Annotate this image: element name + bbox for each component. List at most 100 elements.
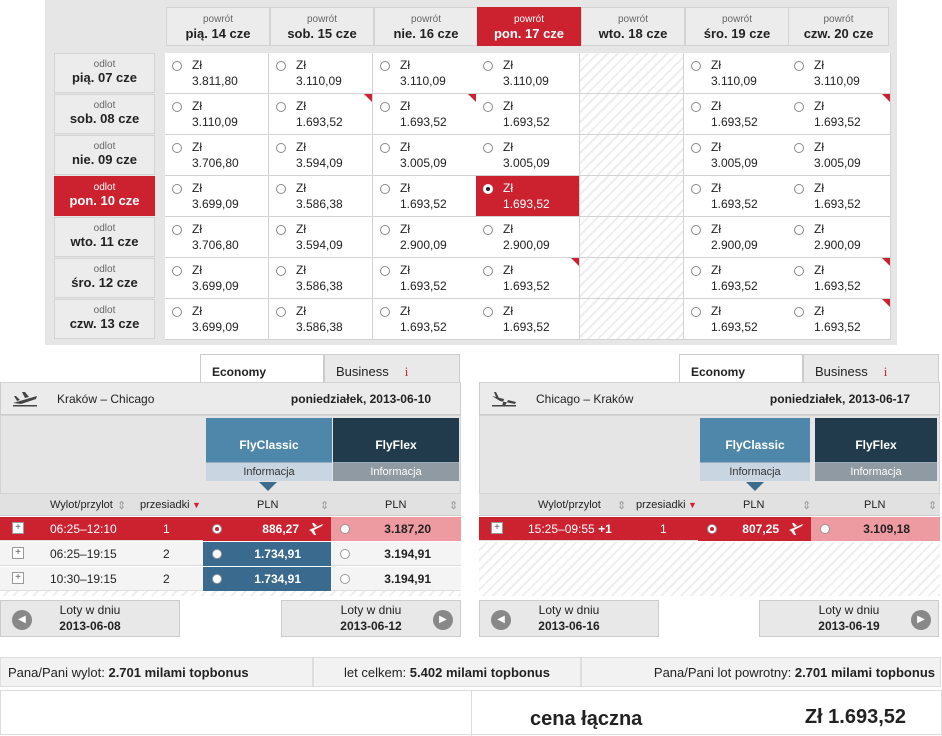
calendar-cell[interactable]: Zł 1.693,52 [269, 94, 373, 135]
calendar-cell[interactable]: Zł 1.693,52 [684, 258, 788, 299]
radio-button[interactable] [172, 307, 182, 317]
calendar-cell[interactable]: Zł 1.693,52 [787, 94, 891, 135]
col-header-pln-classic[interactable]: PLN [743, 499, 765, 511]
calendar-cell[interactable]: Zł 1.693,52 [373, 258, 477, 299]
radio-button[interactable] [340, 574, 350, 584]
radio-button[interactable] [172, 61, 182, 71]
radio-button[interactable] [340, 524, 350, 534]
radio-button[interactable] [276, 225, 286, 235]
classic-price-cell[interactable]: 807,25 [698, 517, 811, 541]
radio-button[interactable] [276, 266, 286, 276]
calendar-cell[interactable]: Zł 3.110,09 [476, 53, 580, 94]
radio-button[interactable] [794, 184, 804, 194]
info-icon[interactable]: i [883, 364, 888, 379]
radio-button[interactable] [483, 61, 493, 71]
radio-button[interactable] [276, 184, 286, 194]
fare-flyclassic[interactable]: FlyClassic Informacja [700, 418, 810, 491]
expand-icon[interactable]: + [12, 522, 24, 534]
radio-button[interactable] [483, 102, 493, 112]
next-day-button[interactable]: ▶ Loty w dniu 2013-06-12 [281, 600, 461, 637]
radio-button[interactable] [172, 143, 182, 153]
calendar-cell[interactable]: Zł 3.005,09 [684, 135, 788, 176]
calendar-cell[interactable]: Zł 2.900,09 [787, 217, 891, 258]
fare-info-link[interactable]: Informacja [815, 462, 937, 481]
sort-icon[interactable]: ⇕ [449, 500, 459, 512]
radio-button[interactable] [691, 307, 701, 317]
calendar-cell[interactable]: Zł 1.693,52 [787, 258, 891, 299]
flight-row[interactable]: +06:25–19:15 2 1.734,91 3.194,91 [0, 542, 461, 566]
radio-button[interactable] [380, 143, 390, 153]
radio-button[interactable] [380, 61, 390, 71]
radio-button[interactable] [380, 102, 390, 112]
radio-button[interactable] [483, 184, 493, 194]
calendar-cell[interactable]: Zł 3.699,09 [165, 176, 269, 217]
radio-button[interactable] [172, 225, 182, 235]
radio-button[interactable] [276, 143, 286, 153]
flight-row[interactable]: +15:25–09:55 +1 1 807,25 3.109,18 [479, 517, 940, 541]
radio-button[interactable] [794, 225, 804, 235]
col-header-time[interactable]: Wylot/przylot [538, 499, 601, 511]
radio-button[interactable] [691, 184, 701, 194]
calendar-cell[interactable]: Zł 1.693,52 [787, 299, 891, 340]
fare-info-link[interactable]: Informacja [700, 462, 810, 481]
radio-button[interactable] [172, 102, 182, 112]
tab-economy[interactable]: Economy [679, 354, 803, 384]
fare-info-link[interactable]: Informacja [206, 462, 332, 481]
classic-price-cell[interactable]: 886,27 [203, 517, 331, 541]
calendar-cell[interactable]: Zł 3.586,38 [269, 258, 373, 299]
radio-button[interactable] [380, 307, 390, 317]
col-header-time[interactable]: Wylot/przylot [50, 499, 113, 511]
radio-button[interactable] [212, 524, 222, 534]
flex-price-cell[interactable]: 3.109,18 [811, 517, 940, 541]
radio-button[interactable] [276, 307, 286, 317]
radio-button[interactable] [172, 266, 182, 276]
calendar-cell[interactable]: Zł 3.110,09 [269, 53, 373, 94]
calendar-cell[interactable]: Zł 3.699,09 [165, 299, 269, 340]
sort-icon[interactable]: ⇕ [802, 500, 812, 512]
calendar-cell[interactable]: Zł 1.693,52 [373, 299, 477, 340]
calendar-cell[interactable]: Zł 3.594,09 [269, 135, 373, 176]
col-header-pln-flex[interactable]: PLN [385, 499, 407, 511]
calendar-cell[interactable]: Zł 3.699,09 [165, 258, 269, 299]
calendar-cell[interactable]: Zł 3.586,38 [269, 176, 373, 217]
radio-button[interactable] [794, 102, 804, 112]
col-header-stops[interactable]: przesiadki [140, 499, 190, 511]
next-day-button[interactable]: ▶ Loty w dniu 2013-06-19 [759, 600, 939, 637]
radio-button[interactable] [483, 225, 493, 235]
sort-icon[interactable]: ⇕ [320, 500, 330, 512]
tab-economy[interactable]: Economy [200, 354, 324, 384]
flex-price-cell[interactable]: 3.187,20 [331, 517, 461, 541]
radio-button[interactable] [794, 307, 804, 317]
expand-icon[interactable]: + [491, 522, 503, 534]
radio-button[interactable] [212, 549, 222, 559]
calendar-cell[interactable]: Zł 3.811,80 [165, 53, 269, 94]
calendar-cell[interactable]: Zł 1.693,52 [684, 94, 788, 135]
fare-flyclassic[interactable]: FlyClassic Informacja [206, 418, 332, 491]
calendar-cell[interactable]: Zł 1.693,52 [684, 299, 788, 340]
calendar-cell[interactable]: Zł 1.693,52 [476, 94, 580, 135]
tab-business[interactable]: Business i [803, 354, 939, 384]
radio-button[interactable] [276, 61, 286, 71]
radio-button[interactable] [707, 524, 717, 534]
radio-button[interactable] [483, 266, 493, 276]
radio-button[interactable] [380, 266, 390, 276]
prev-day-button[interactable]: ◀ Loty w dniu 2013-06-16 [479, 600, 659, 637]
radio-button[interactable] [691, 61, 701, 71]
calendar-cell[interactable]: Zł 1.693,52 [476, 258, 580, 299]
flex-price-cell[interactable]: 3.194,91 [331, 567, 461, 591]
flex-price-cell[interactable]: 3.194,91 [331, 542, 461, 566]
calendar-cell[interactable]: Zł 3.110,09 [787, 53, 891, 94]
radio-button[interactable] [380, 184, 390, 194]
calendar-cell[interactable]: Zł 2.900,09 [476, 217, 580, 258]
radio-button[interactable] [794, 143, 804, 153]
fare-flyflex[interactable]: FlyFlex Informacja [333, 418, 459, 482]
calendar-cell[interactable]: Zł 1.693,52 [684, 176, 788, 217]
radio-button[interactable] [691, 143, 701, 153]
col-header-pln-flex[interactable]: PLN [864, 499, 886, 511]
radio-button[interactable] [212, 574, 222, 584]
radio-button[interactable] [794, 61, 804, 71]
sort-desc-icon[interactable]: ▼ [192, 500, 201, 510]
radio-button[interactable] [691, 225, 701, 235]
calendar-cell[interactable]: Zł 3.706,80 [165, 135, 269, 176]
calendar-cell[interactable]: Zł 3.594,09 [269, 217, 373, 258]
